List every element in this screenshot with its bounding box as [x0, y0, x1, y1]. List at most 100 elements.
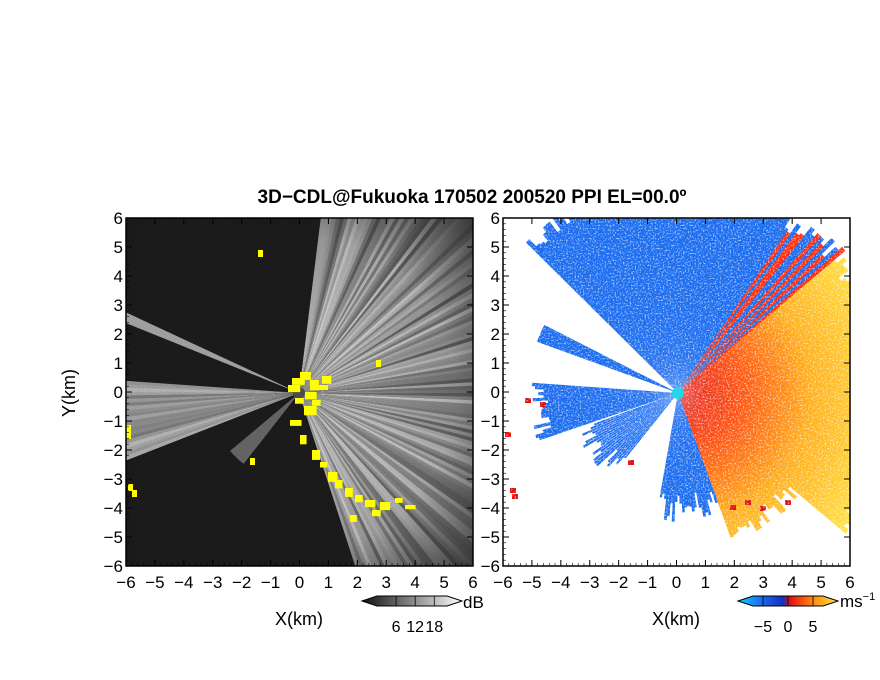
intensity-flag-cell — [376, 360, 381, 367]
intensity-flag-cell — [126, 432, 131, 439]
y-tick-label: 5 — [491, 238, 500, 257]
y-tick-label: 4 — [114, 267, 123, 286]
y-tick-label: −2 — [481, 441, 500, 460]
intensity-flag-cell — [345, 488, 353, 497]
intensity-flag-cell — [312, 400, 321, 406]
intensity-colorbar-tick-label: 6 — [392, 619, 401, 636]
x-tick-label: −1 — [261, 573, 280, 592]
intensity-flag-cell — [312, 450, 321, 460]
intensity-flag-cell — [126, 425, 131, 432]
y-tick-label: 2 — [114, 325, 123, 344]
intensity-flag-cell — [250, 458, 255, 465]
x-tick-label: 1 — [701, 573, 710, 592]
x-tick-label: −1 — [638, 573, 657, 592]
intensity-flag-cell — [322, 376, 332, 384]
x-tick-label: −4 — [551, 573, 570, 592]
intensity-colorbar-tick-label: 12 — [406, 619, 424, 636]
velocity-colorbar-unit: ms−1 — [840, 591, 875, 611]
y-tick-label: −1 — [481, 412, 500, 431]
intensity-flag-cell — [258, 250, 263, 257]
x-tick-label: −4 — [174, 573, 193, 592]
intensity-flag-cell — [355, 495, 363, 503]
velocity-colorbar-tick-label: 0 — [784, 619, 793, 636]
y-tick-label: 4 — [491, 267, 500, 286]
intensity-flag-cell — [365, 500, 376, 508]
y-tick-label: 5 — [114, 238, 123, 257]
intensity-flag-cell — [320, 462, 328, 468]
y-tick-label: 3 — [491, 296, 500, 315]
intensity-flag-cell — [372, 510, 381, 517]
x-tick-label: 6 — [845, 573, 854, 592]
velocity-colorbar-tick-label: −5 — [754, 619, 772, 636]
intensity-colorbar-unit: dB — [463, 593, 484, 612]
x-tick-label: −5 — [522, 573, 541, 592]
y-tick-label: −4 — [104, 499, 123, 518]
x-tick-label: −2 — [232, 573, 251, 592]
intensity-flag-cell — [290, 420, 302, 426]
velocity-unit-base: ms — [840, 592, 863, 611]
y-tick-label: 0 — [114, 383, 123, 402]
velocity-colorbar: −5 0 5 ms−1 — [736, 591, 875, 636]
intensity-flag-cell — [295, 398, 304, 404]
intensity-flag-cell — [335, 480, 343, 489]
y-tick-label: −3 — [481, 470, 500, 489]
intensity-flag-cell — [304, 406, 317, 416]
y-tick-label: 6 — [491, 209, 500, 228]
y-axis-label: Y(km) — [59, 369, 79, 417]
y-tick-label: 2 — [491, 325, 500, 344]
y-tick-label: −5 — [104, 528, 123, 547]
x-tick-label: −6 — [493, 573, 512, 592]
x-tick-label: 0 — [672, 573, 681, 592]
chart-title: 3D−CDL@Fukuoka 170502 200520 PPI EL=00.0… — [257, 187, 687, 208]
x-tick-label: 3 — [759, 573, 768, 592]
y-tick-label: −4 — [481, 499, 500, 518]
intensity-flag-cell — [318, 385, 329, 391]
y-tick-label: 1 — [114, 354, 123, 373]
intensity-flag-cell — [305, 392, 317, 400]
y-tick-label: 1 — [491, 354, 500, 373]
intensity-flag-cell — [405, 505, 416, 510]
intensity-flag-cell — [395, 498, 403, 503]
x-tick-label: 5 — [439, 573, 448, 592]
intensity-flag-cell — [380, 502, 391, 511]
intensity-flag-cell — [288, 385, 301, 393]
intensity-flag-cell — [300, 435, 307, 445]
intensity-flag-cell — [300, 372, 311, 380]
x-tick-label: −5 — [145, 573, 164, 592]
x-tick-label: 1 — [324, 573, 333, 592]
y-tick-label: 3 — [114, 296, 123, 315]
x-tick-label: 0 — [295, 573, 304, 592]
y-tick-label: −3 — [104, 470, 123, 489]
x-tick-label: 2 — [730, 573, 739, 592]
y-tick-label: −2 — [104, 441, 123, 460]
intensity-flag-cell — [132, 490, 137, 497]
x-tick-label: −3 — [203, 573, 222, 592]
x-tick-label: −2 — [609, 573, 628, 592]
intensity-flags — [126, 250, 416, 522]
intensity-flag-cell — [292, 378, 305, 385]
x-tick-label: −6 — [116, 573, 135, 592]
velocity-unit-exponent: −1 — [863, 591, 876, 603]
x-tick-label: 6 — [468, 573, 477, 592]
intensity-flag-cell — [328, 472, 338, 482]
intensity-colorbar-tick-label: 18 — [425, 619, 443, 636]
intensity-flag-cell — [128, 484, 133, 491]
x-tick-label: 3 — [382, 573, 391, 592]
y-tick-label: −6 — [481, 557, 500, 576]
y-tick-label: −5 — [481, 528, 500, 547]
y-tick-label: −6 — [104, 557, 123, 576]
intensity-flag-cell — [350, 515, 357, 522]
x-tick-label: 4 — [410, 573, 419, 592]
intensity-colorbar: 6 12 18 dB — [360, 593, 484, 636]
intensity-colorbar-bar — [360, 595, 464, 607]
x-tick-label: 5 — [816, 573, 825, 592]
radar-site-marker — [672, 387, 684, 399]
x-tick-label: 4 — [787, 573, 796, 592]
velocity-colorbar-tick-label: 5 — [809, 619, 818, 636]
x-tick-label: −3 — [580, 573, 599, 592]
